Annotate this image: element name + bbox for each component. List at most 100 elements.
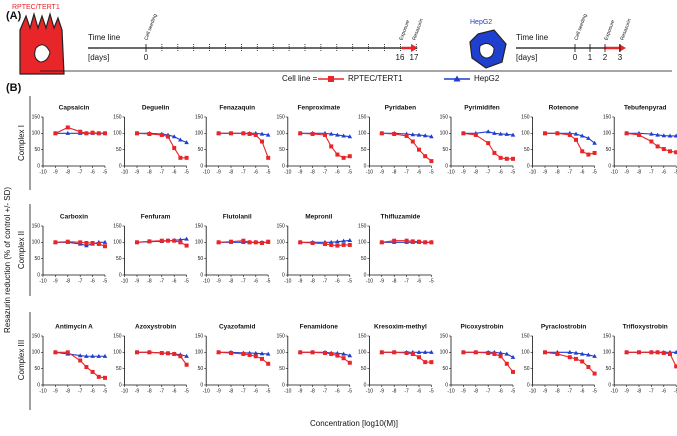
chart-title: Fenproximate (297, 105, 340, 112)
y-tick-label: 100 (32, 240, 41, 246)
data-point (298, 240, 303, 245)
x-tick-label: -7 (323, 169, 328, 175)
data-point (492, 351, 497, 356)
data-point (668, 149, 672, 154)
data-point (347, 242, 352, 247)
x-tick-label: -5 (511, 169, 516, 175)
data-point (592, 353, 597, 358)
x-tick-label: -6 (498, 388, 503, 394)
x-tick-label: -6 (172, 388, 177, 394)
data-point (417, 355, 421, 360)
x-axis-label: Concentration [log10(M)] (310, 419, 398, 428)
x-tick-label: -6 (254, 388, 259, 394)
data-point (253, 132, 258, 137)
axis (287, 226, 350, 276)
x-tick-label: -8 (229, 388, 234, 394)
data-point (404, 350, 409, 355)
x-tick-label: -6 (580, 169, 585, 175)
x-tick-label: -6 (90, 388, 95, 394)
data-point (661, 133, 667, 138)
x-tick-label: -8 (66, 278, 71, 284)
data-point (259, 351, 265, 356)
chart-title: Pyraclostrobin (541, 324, 587, 331)
chart-title: Trifloxystrobin (623, 324, 668, 331)
y-tick-label: 100 (276, 131, 285, 137)
data-point (674, 150, 677, 155)
x-tick-label: -5 (266, 278, 271, 284)
x-tick-label: -10 (203, 169, 210, 175)
data-point (341, 242, 346, 247)
y-tick-label: 100 (113, 131, 122, 137)
y-tick-label: 100 (603, 350, 612, 356)
timeline-label: Time line (516, 33, 549, 42)
y-tick-label: 100 (521, 131, 530, 137)
data-point (392, 238, 397, 243)
y-tick-label: 0 (37, 163, 40, 169)
chart-title: Cyazofamid (219, 324, 256, 331)
data-point (498, 354, 503, 359)
chart-title: Mepronil (305, 214, 332, 221)
x-tick-label: -7 (323, 278, 328, 284)
day-label: 3 (618, 53, 623, 62)
x-tick-label: -6 (90, 169, 95, 175)
y-tick-label: 50 (198, 256, 204, 262)
y-tick-label: 0 (364, 272, 367, 278)
data-point (586, 152, 591, 157)
x-tick-label: -10 (39, 388, 46, 394)
data-point (417, 147, 421, 152)
data-point (379, 240, 384, 245)
chart-title: Tebufenpyrad (624, 105, 667, 112)
y-tick-label: 150 (440, 333, 449, 339)
axis (205, 226, 269, 276)
x-tick-label: -9 (298, 169, 303, 175)
data-point (65, 239, 70, 244)
data-point (504, 131, 510, 136)
data-point (422, 133, 428, 138)
data-point (260, 240, 264, 245)
data-point (341, 133, 346, 138)
data-point (178, 137, 183, 142)
series-line (218, 132, 269, 159)
y-tick-label: 50 (34, 256, 40, 262)
x-tick-label: -6 (90, 278, 95, 284)
data-point (485, 129, 491, 134)
y-tick-label: 50 (198, 147, 204, 153)
data-point (429, 240, 434, 245)
data-point (247, 240, 252, 245)
data-point (661, 350, 666, 355)
data-point (178, 240, 183, 245)
data-point (84, 243, 89, 248)
data-point (147, 239, 152, 244)
data-point (229, 239, 233, 244)
y-tick-label: 50 (279, 366, 285, 372)
nucleus (479, 42, 495, 59)
data-point (573, 350, 579, 355)
data-point (592, 371, 597, 376)
y-tick-label: 50 (279, 256, 285, 262)
x-tick-label: -8 (310, 278, 315, 284)
y-tick-label: 0 (282, 163, 285, 169)
x-tick-label: -9 (624, 169, 629, 175)
x-tick-label: -9 (298, 278, 303, 284)
x-tick-label: -10 (121, 388, 128, 394)
seeding-label: Cell seeding (143, 13, 158, 41)
x-tick-label: -9 (53, 388, 58, 394)
x-tick-label: -7 (649, 169, 654, 175)
x-tick-label: -6 (254, 169, 259, 175)
x-tick-label: -7 (241, 388, 246, 394)
cell-line-name: RPTEC/TERT1 (12, 4, 60, 11)
data-point (328, 131, 334, 136)
y-tick-label: 150 (276, 223, 285, 229)
y-tick-label: 0 (37, 272, 40, 278)
data-point (84, 131, 89, 136)
y-tick-label: 50 (524, 366, 530, 372)
y-tick-label: 0 (364, 382, 367, 388)
rptec-cell-icon (19, 11, 65, 75)
data-point (498, 350, 503, 355)
data-point (178, 354, 183, 359)
panel-label: (A) (6, 10, 22, 22)
data-point (184, 362, 189, 367)
x-tick-label: -8 (392, 278, 397, 284)
data-point (410, 239, 415, 244)
